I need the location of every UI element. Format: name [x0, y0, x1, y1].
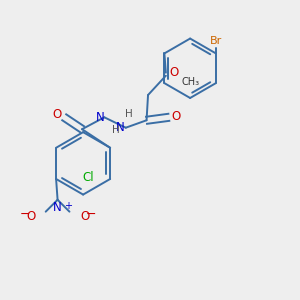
- Text: O: O: [26, 210, 35, 223]
- Text: N: N: [96, 111, 105, 124]
- Text: N: N: [116, 121, 124, 134]
- Text: N: N: [53, 201, 62, 214]
- Text: Cl: Cl: [82, 171, 94, 184]
- Text: H: H: [112, 125, 120, 135]
- Text: −: −: [20, 208, 30, 221]
- Text: O: O: [52, 108, 61, 121]
- Text: −: −: [85, 208, 96, 221]
- Text: Br: Br: [210, 36, 222, 46]
- Text: O: O: [169, 66, 179, 79]
- Text: H: H: [125, 110, 133, 119]
- Text: +: +: [64, 201, 72, 211]
- Text: O: O: [172, 110, 181, 123]
- Text: O: O: [80, 210, 89, 223]
- Text: CH₃: CH₃: [182, 76, 200, 87]
